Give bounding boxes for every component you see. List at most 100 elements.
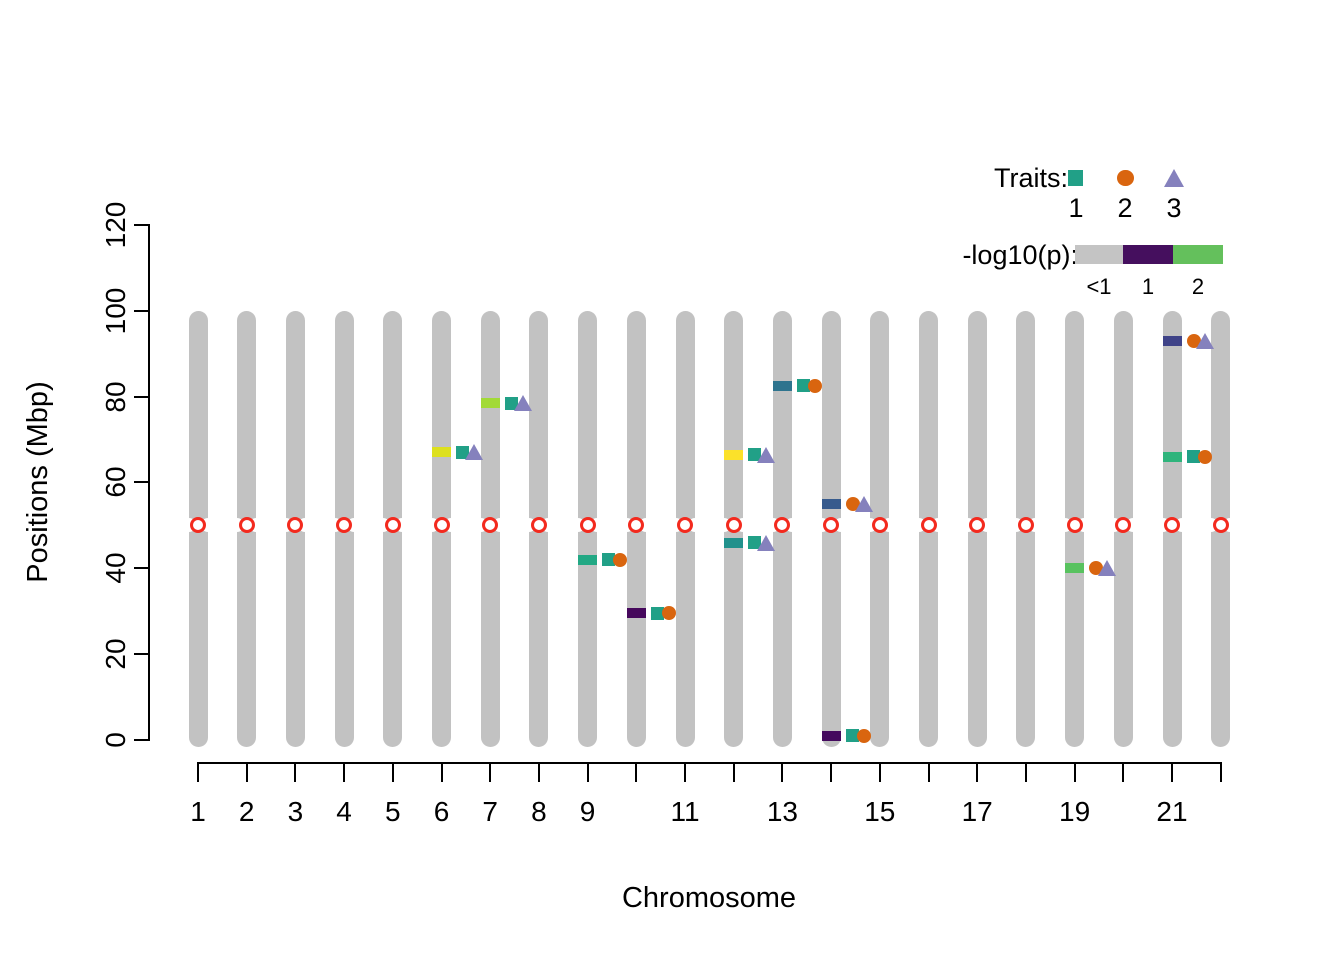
y-tick-label: 20 xyxy=(100,638,131,670)
centromere-circle xyxy=(1212,517,1229,534)
y-tick xyxy=(134,739,148,741)
y-tick xyxy=(134,309,148,312)
x-tick-label: 15 xyxy=(864,796,896,827)
x-tick xyxy=(927,763,930,782)
trait-1-square-marker xyxy=(602,553,616,567)
trait-legend-label: 3 xyxy=(1166,193,1182,223)
centromere-circle xyxy=(1115,517,1132,534)
centromere-circle xyxy=(287,517,304,534)
trait-2-circle-marker xyxy=(613,552,628,567)
x-tick xyxy=(586,763,589,782)
trait-3-triangle-marker xyxy=(1098,560,1117,577)
centromere-circle xyxy=(774,517,791,534)
qtl-segment xyxy=(821,730,841,741)
trait-1-square-marker xyxy=(796,379,810,393)
x-tick xyxy=(197,763,199,782)
x-tick xyxy=(440,763,443,782)
x-tick xyxy=(391,763,394,782)
y-tick-label: 120 xyxy=(100,201,131,249)
x-tick xyxy=(878,763,881,782)
x-tick xyxy=(489,763,492,782)
qtl-segment xyxy=(1162,335,1182,346)
x-tick-label: 11 xyxy=(670,796,700,827)
x-tick xyxy=(1122,763,1125,782)
x-tick-label: 3 xyxy=(287,796,304,827)
y-axis-title: Positions (Mbp) xyxy=(22,381,54,583)
x-tick xyxy=(830,763,833,782)
centromere-circle xyxy=(530,517,547,534)
x-tick-label: 1 xyxy=(190,796,206,827)
centromere-circle xyxy=(433,517,450,534)
qtl-segment xyxy=(821,498,841,509)
trait-legend-label: 2 xyxy=(1117,193,1133,223)
centromere-circle xyxy=(871,517,888,534)
x-tick xyxy=(1171,763,1173,782)
x-tick xyxy=(976,763,979,782)
qtl-segment xyxy=(724,449,744,460)
y-tick xyxy=(134,395,148,398)
y-tick-label: 40 xyxy=(100,552,131,584)
trait-2-circle-marker xyxy=(1117,169,1134,187)
x-tick-label: 9 xyxy=(579,796,596,827)
qtl-segment xyxy=(480,398,500,409)
trait-1-square-marker xyxy=(1068,170,1084,186)
trait-2-circle-marker xyxy=(856,728,871,743)
x-tick-label: 2 xyxy=(238,796,255,827)
x-tick xyxy=(245,763,248,782)
x-tick xyxy=(294,763,297,782)
x-tick xyxy=(781,763,784,782)
x-tick xyxy=(343,763,346,782)
trait-2-circle-marker xyxy=(1197,449,1212,464)
trait-legend-label: 1 xyxy=(1068,193,1084,223)
centromere-circle xyxy=(1017,517,1034,534)
x-tick-label: 5 xyxy=(385,796,401,827)
y-tick-label: 60 xyxy=(100,466,131,499)
y-tick xyxy=(134,223,148,226)
x-tick xyxy=(537,763,540,782)
centromere-circle xyxy=(384,517,401,534)
trait-3-triangle-marker xyxy=(757,534,776,551)
pvalue-scale-block xyxy=(1123,245,1173,264)
pvalue-scale-label: 1 xyxy=(1141,274,1155,299)
trait-3-triangle-marker xyxy=(1195,332,1214,349)
centromere-circle xyxy=(1164,517,1180,534)
x-tick xyxy=(635,763,638,782)
pvalue-scale-block xyxy=(1173,245,1223,264)
x-axis-line xyxy=(197,762,1222,764)
x-tick xyxy=(732,763,735,782)
trait-1-square-marker xyxy=(1186,450,1200,464)
centromere-circle xyxy=(969,517,986,534)
qtl-segment xyxy=(1162,451,1182,462)
traits-legend-title: Traits: xyxy=(994,163,1068,193)
centromere-circle xyxy=(336,517,353,534)
x-tick xyxy=(1024,763,1027,782)
trait-3-triangle-marker xyxy=(1164,168,1184,187)
x-tick-label: 8 xyxy=(531,796,547,827)
centromere-circle xyxy=(677,517,693,534)
pvalue-scale-label: <1 xyxy=(1086,274,1112,299)
centromere-circle xyxy=(190,517,206,534)
qtl-segment xyxy=(626,608,646,619)
y-tick-label: 100 xyxy=(100,287,131,335)
trait-3-triangle-marker xyxy=(854,495,873,512)
trait-3-triangle-marker xyxy=(757,446,776,463)
trait-2-circle-marker xyxy=(661,606,676,621)
x-axis-title: Chromosome xyxy=(621,882,797,914)
y-tick xyxy=(134,481,148,484)
y-tick-label: 80 xyxy=(100,381,131,413)
trait-3-triangle-marker xyxy=(465,444,483,461)
centromere-circle xyxy=(823,517,840,534)
x-tick-label: 21 xyxy=(1156,796,1188,827)
pvalue-legend-title: -log10(p): xyxy=(962,240,1078,270)
y-axis-line xyxy=(148,223,150,741)
qtl-segment xyxy=(724,537,744,548)
x-tick-label: 6 xyxy=(433,796,450,827)
trait-1-square-marker xyxy=(845,729,859,743)
centromere-circle xyxy=(579,517,596,534)
trait-2-circle-marker xyxy=(807,378,822,393)
centromere-circle xyxy=(1066,517,1083,534)
x-tick-label: 4 xyxy=(336,796,352,827)
centromere-circle xyxy=(920,517,937,534)
trait-1-square-marker xyxy=(650,606,664,620)
